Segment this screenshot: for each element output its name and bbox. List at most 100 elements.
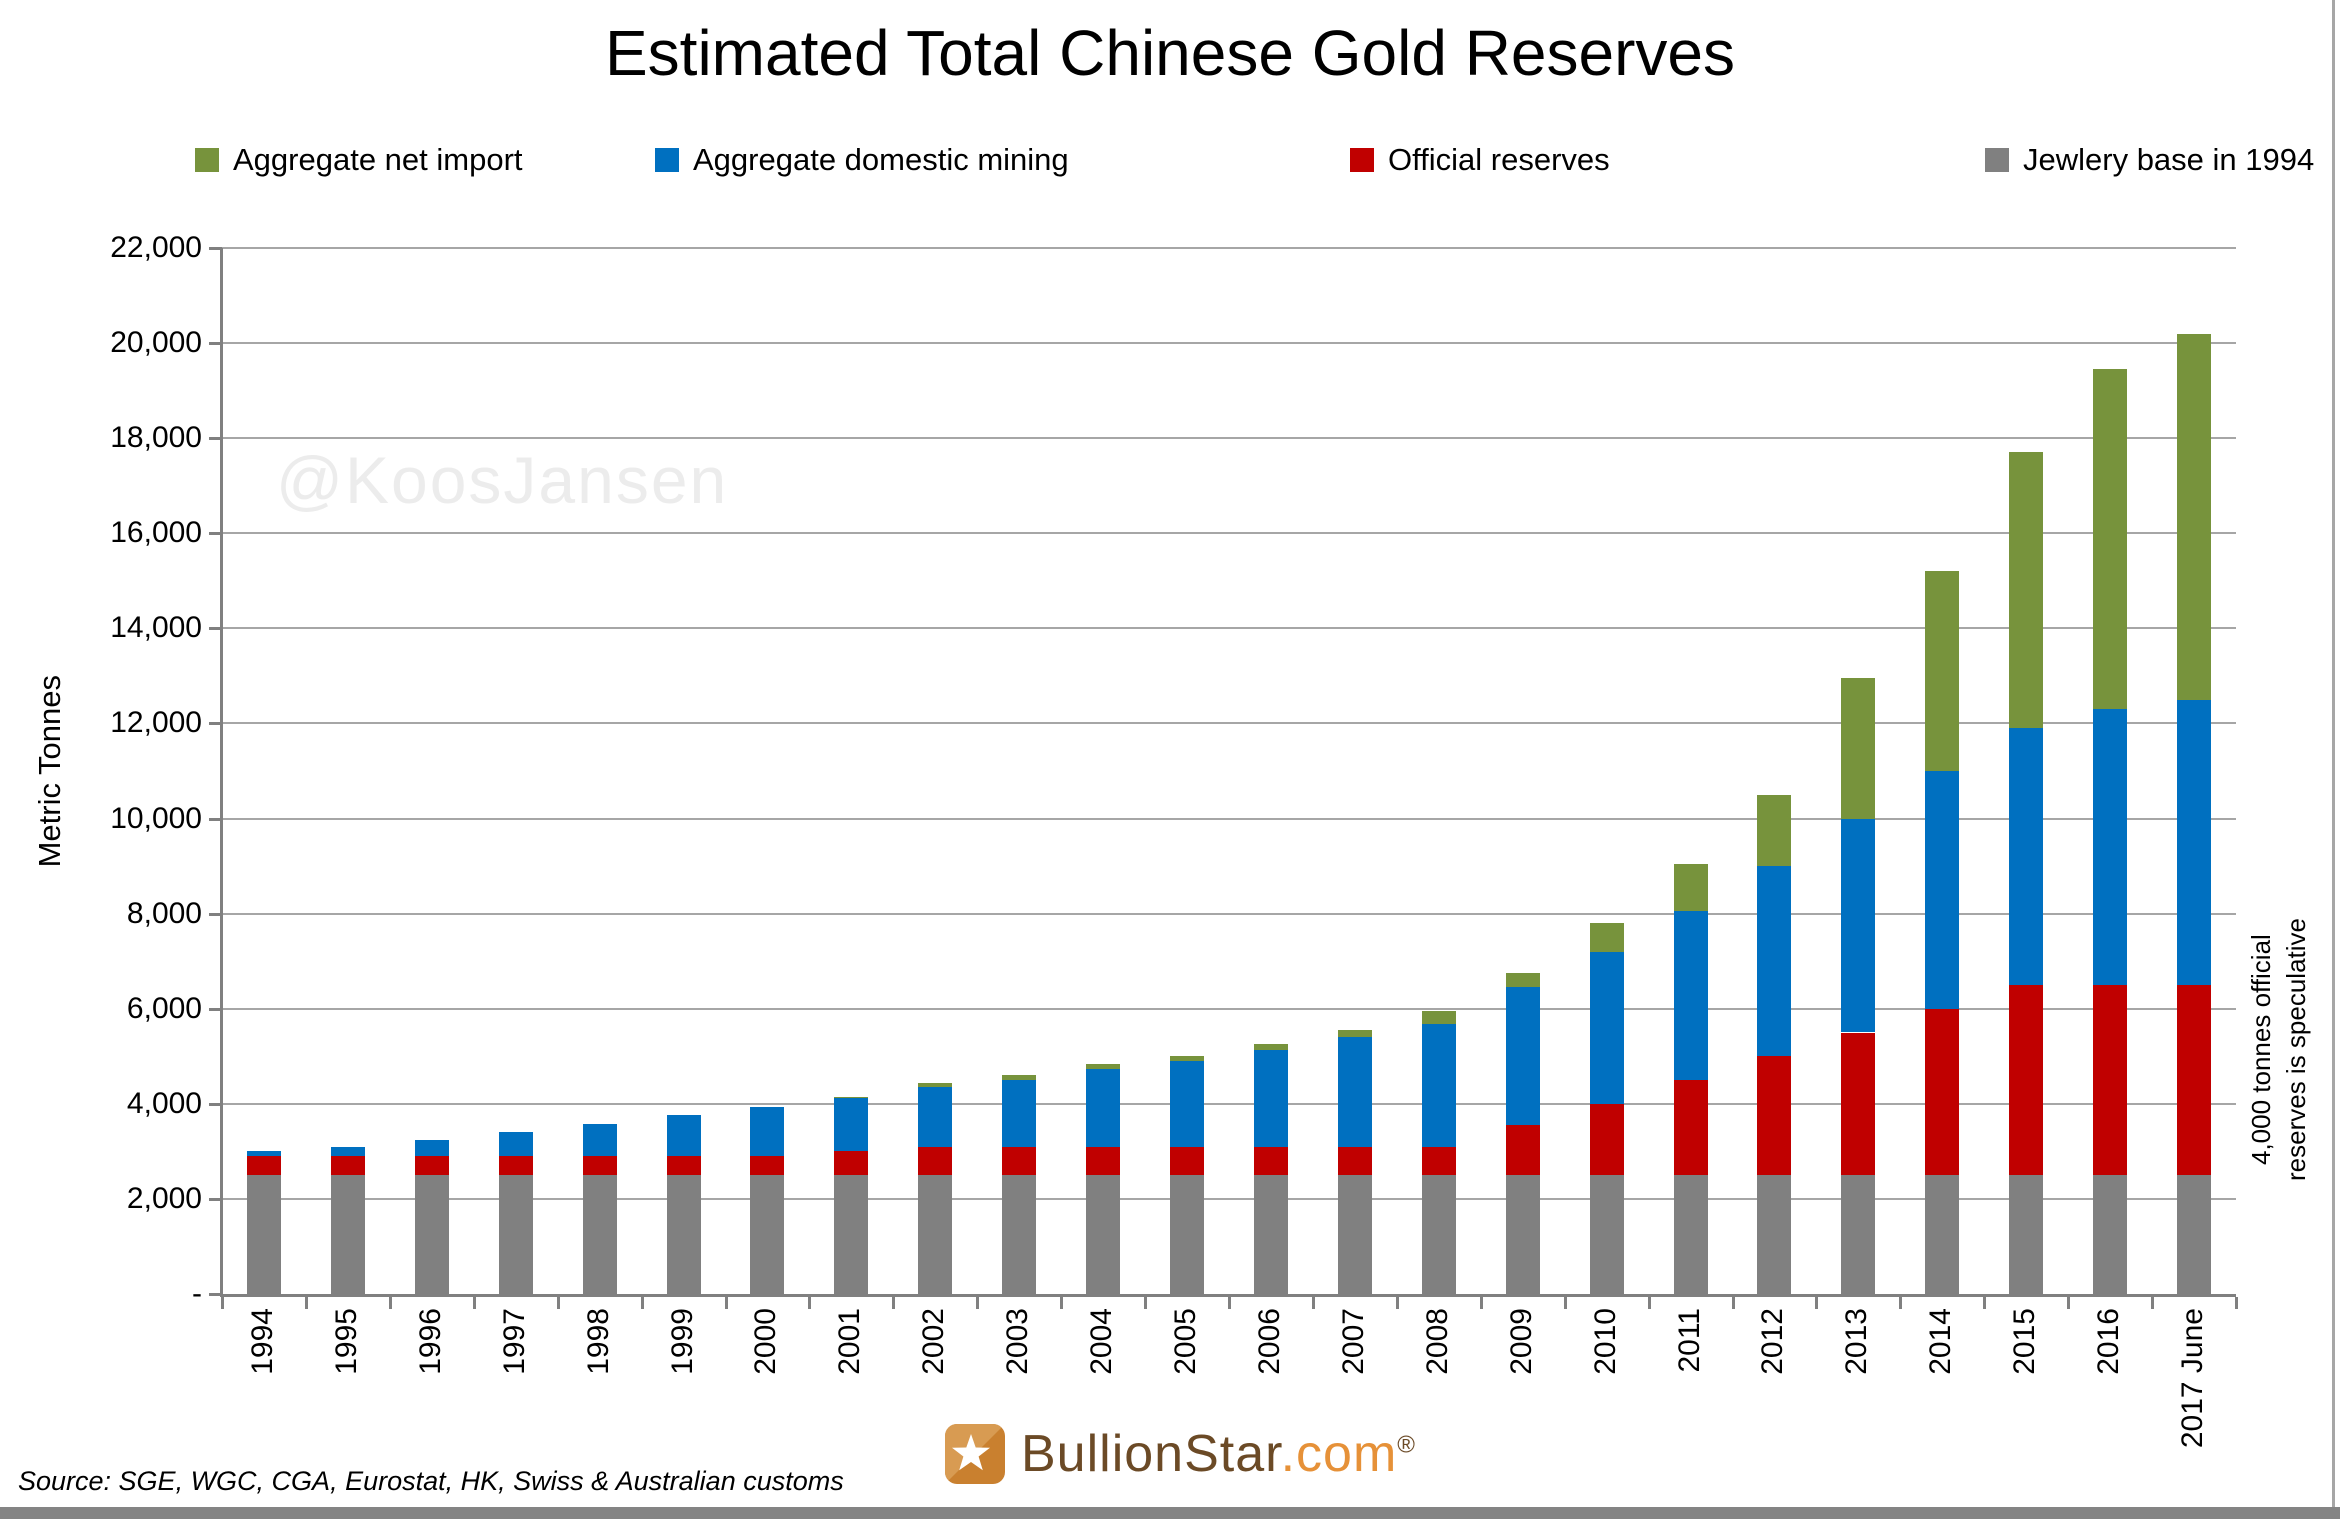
x-axis-label: 2012 bbox=[1756, 1308, 1790, 1375]
bar-2002-jewlery-base bbox=[918, 1175, 953, 1294]
y-gridline bbox=[222, 817, 2236, 820]
bar-1999-domestic-mining bbox=[666, 1114, 701, 1157]
bar-2007-jewlery-base bbox=[1337, 1175, 1372, 1294]
x-axis-tick bbox=[221, 1297, 224, 1309]
x-axis-tick bbox=[1311, 1297, 1315, 1309]
bar-2011-jewlery-base bbox=[1673, 1175, 1708, 1294]
x-axis-label: 2006 bbox=[1252, 1308, 1286, 1375]
y-axis-label: 4,000 bbox=[126, 1086, 202, 1120]
bar-2013-jewlery-base bbox=[1841, 1175, 1876, 1294]
x-axis-label: 2005 bbox=[1169, 1308, 1203, 1375]
y-axis-tick bbox=[209, 342, 222, 346]
x-axis-tick bbox=[1647, 1297, 1651, 1309]
bar-2003-net-import bbox=[1002, 1075, 1037, 1081]
x-axis-label: 2017 June bbox=[2176, 1308, 2210, 1449]
official-reserves-color-swatch-icon bbox=[1350, 148, 1374, 172]
x-axis-tick bbox=[1983, 1297, 1987, 1309]
bar-2000-jewlery-base bbox=[750, 1175, 785, 1294]
x-axis-label: 2016 bbox=[2092, 1308, 2126, 1375]
bar-2017-June-net-import bbox=[2177, 333, 2212, 700]
bar-2002-net-import bbox=[918, 1083, 953, 1088]
bar-2005-net-import bbox=[1170, 1056, 1205, 1062]
x-axis-tick bbox=[1563, 1297, 1567, 1309]
legend-item-domestic-mining: Aggregate domestic mining bbox=[655, 142, 1069, 178]
x-axis-tick bbox=[1899, 1297, 1903, 1309]
bar-2004-jewlery-base bbox=[1086, 1175, 1121, 1294]
x-axis-tick bbox=[1731, 1297, 1735, 1309]
bar-2017-June-jewlery-base bbox=[2177, 1175, 2212, 1294]
y-axis-tick bbox=[209, 437, 222, 441]
bar-2002-domestic-mining bbox=[918, 1087, 953, 1147]
bar-2001-net-import bbox=[834, 1096, 869, 1099]
legend-label: Aggregate domestic mining bbox=[693, 142, 1069, 177]
x-axis-tick bbox=[892, 1297, 896, 1309]
bar-2013-domestic-mining bbox=[1841, 818, 1876, 1033]
x-axis-tick bbox=[976, 1297, 980, 1309]
bar-1995-domestic-mining bbox=[330, 1146, 365, 1157]
bar-2008-domestic-mining bbox=[1421, 1024, 1456, 1147]
bar-2001-official-reserves bbox=[834, 1151, 869, 1176]
bar-2016-jewlery-base bbox=[2093, 1175, 2128, 1294]
bar-1997-domestic-mining bbox=[498, 1132, 533, 1157]
x-axis-tick bbox=[724, 1297, 728, 1309]
bar-2006-net-import bbox=[1253, 1044, 1288, 1051]
y-axis-label: - bbox=[192, 1277, 202, 1310]
bar-2013-official-reserves bbox=[1841, 1032, 1876, 1176]
y-gridline bbox=[222, 722, 2236, 725]
watermark-text: @KoosJansen bbox=[276, 443, 729, 517]
y-gridline bbox=[222, 912, 2236, 915]
bar-2008-jewlery-base bbox=[1421, 1175, 1456, 1294]
bar-2014-domestic-mining bbox=[1925, 771, 1960, 1009]
bar-2016-official-reserves bbox=[2093, 984, 2128, 1176]
x-axis-label: 2014 bbox=[1924, 1308, 1958, 1375]
bar-2013-net-import bbox=[1841, 678, 1876, 819]
bar-2009-net-import bbox=[1505, 973, 1540, 988]
bar-1998-jewlery-base bbox=[582, 1175, 617, 1294]
bar-2004-domestic-mining bbox=[1086, 1069, 1121, 1147]
legend-label: Official reserves bbox=[1388, 142, 1610, 177]
legend-item-jewlery-base: Jewlery base in 1994 bbox=[1985, 142, 2314, 178]
bar-2003-official-reserves bbox=[1002, 1146, 1037, 1176]
bar-2008-official-reserves bbox=[1421, 1146, 1456, 1176]
x-axis-label: 2001 bbox=[833, 1308, 867, 1375]
bar-2015-official-reserves bbox=[2009, 984, 2044, 1176]
bar-1994-domestic-mining bbox=[246, 1151, 281, 1157]
y-gridline bbox=[222, 627, 2236, 630]
bar-2011-net-import bbox=[1673, 863, 1708, 912]
bar-2005-official-reserves bbox=[1170, 1146, 1205, 1176]
legend-item-net-import: Aggregate net import bbox=[195, 142, 523, 178]
bar-2004-official-reserves bbox=[1086, 1146, 1121, 1176]
x-axis-tick bbox=[1228, 1297, 1231, 1309]
bar-2017-June-official-reserves bbox=[2177, 984, 2212, 1176]
x-axis-tick bbox=[2151, 1297, 2155, 1309]
y-axis-tick bbox=[209, 817, 222, 821]
x-axis-tick bbox=[2067, 1297, 2071, 1309]
x-axis-tick bbox=[640, 1297, 644, 1309]
y-axis-tick bbox=[209, 1197, 222, 1201]
x-axis-label: 2007 bbox=[1336, 1308, 1370, 1375]
y-axis-tick bbox=[209, 1007, 222, 1011]
bar-2007-domestic-mining bbox=[1337, 1037, 1372, 1147]
chart-right-border bbox=[2332, 0, 2335, 1507]
bar-1996-domestic-mining bbox=[414, 1140, 449, 1157]
x-axis-label: 2009 bbox=[1504, 1308, 1538, 1375]
bar-2011-official-reserves bbox=[1673, 1080, 1708, 1176]
y-axis-label: 8,000 bbox=[126, 896, 202, 930]
bar-2009-official-reserves bbox=[1505, 1125, 1540, 1176]
x-axis-tick bbox=[1395, 1297, 1399, 1309]
x-axis-tick bbox=[388, 1297, 392, 1309]
bar-1995-jewlery-base bbox=[330, 1175, 365, 1294]
bar-2005-domestic-mining bbox=[1170, 1061, 1205, 1147]
bar-2000-official-reserves bbox=[750, 1156, 785, 1176]
bar-2003-domestic-mining bbox=[1002, 1080, 1037, 1147]
net-import-color-swatch-icon bbox=[195, 148, 219, 172]
y-axis-label: 14,000 bbox=[110, 611, 202, 645]
y-gridline bbox=[222, 437, 2236, 440]
x-axis-label: 2013 bbox=[1840, 1308, 1874, 1375]
y-gridline bbox=[222, 1102, 2236, 1105]
x-axis-label: 2015 bbox=[2008, 1308, 2042, 1375]
bar-2014-net-import bbox=[1925, 571, 1960, 771]
y-axis-label: 2,000 bbox=[126, 1181, 202, 1215]
bar-2012-domestic-mining bbox=[1757, 866, 1792, 1057]
bar-2005-jewlery-base bbox=[1170, 1175, 1205, 1294]
